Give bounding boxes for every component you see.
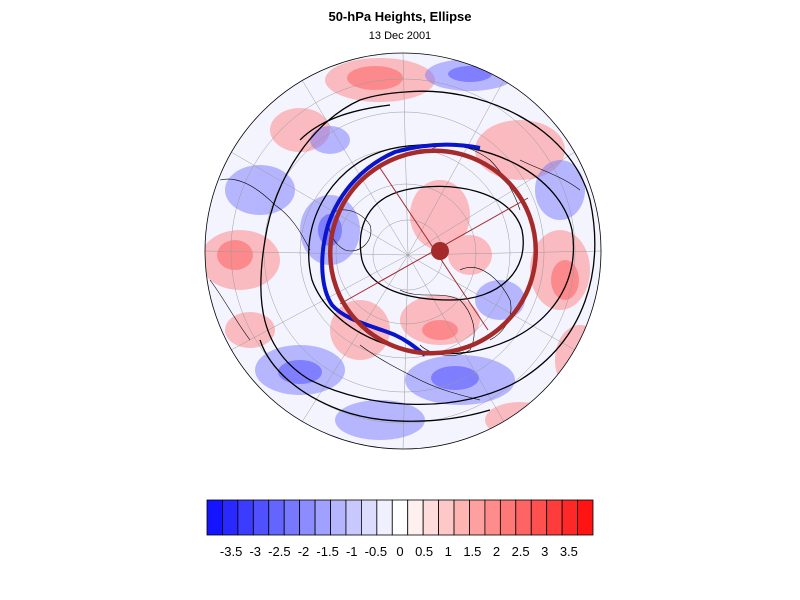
colorbar-label: 1.5 [463, 544, 481, 559]
colorbar-swatch [299, 499, 316, 536]
colorbar-label: -0.5 [365, 544, 387, 559]
colorbar-label: 0.5 [415, 544, 433, 559]
colorbar-label: -2.5 [268, 544, 290, 559]
colorbar-swatch [283, 499, 301, 536]
colorbar-label: 2 [493, 544, 500, 559]
colorbar-label: -2 [298, 544, 310, 559]
colorbar-swatch [469, 499, 486, 536]
colorbar-swatch [407, 499, 424, 536]
colorbar-swatch [546, 499, 563, 536]
strong-negative-anomaly-regions [278, 66, 492, 390]
colorbar-swatch [376, 499, 393, 536]
colorbar-swatch [530, 499, 548, 536]
colorbar-swatch [422, 499, 440, 536]
colorbar-label: 3.5 [560, 544, 578, 559]
colorbar-swatch [438, 499, 455, 536]
colorbar-label: 2.5 [512, 544, 530, 559]
globe-outline [204, 52, 602, 450]
graticule [205, 53, 601, 449]
colorbar-label: -3.5 [220, 544, 242, 559]
colorbar-swatch [499, 499, 517, 536]
colorbar-swatch [515, 499, 532, 536]
colorbar-swatch [330, 499, 347, 536]
colorbar-swatch [222, 499, 239, 536]
colorbar-swatch [345, 499, 362, 536]
colorbar-swatch [577, 499, 594, 536]
colorbar-label: -1.5 [316, 544, 338, 559]
colorbar-swatch [206, 499, 223, 536]
map-title: 50-hPa Heights, Ellipse [328, 9, 472, 24]
blue-contour [320, 142, 481, 357]
height-contours [259, 90, 596, 422]
polar-map [204, 52, 602, 450]
colorbar-swatch [237, 499, 254, 536]
colorbar-label: 3 [541, 544, 548, 559]
negative-anomaly-regions [225, 59, 585, 440]
colorbar-swatch [252, 499, 270, 536]
colorbar-swatch [453, 499, 470, 536]
map-date: 13 Dec 2001 [368, 30, 432, 42]
colorbar-swatch [391, 499, 409, 536]
fitted-ellipse [327, 148, 539, 356]
colorbar-swatch [561, 499, 578, 536]
colorbar-swatch [268, 499, 285, 536]
colorbar-label: -1 [346, 544, 358, 559]
colorbar-label: 0 [396, 544, 403, 559]
colorbar-swatch [484, 499, 501, 536]
ellipse-center-marker [431, 242, 449, 260]
colorbar-swatch [360, 499, 378, 536]
colorbar-label: 1 [445, 544, 452, 559]
colorbar-swatch [314, 499, 331, 536]
colorbar-label: -3 [249, 544, 261, 559]
